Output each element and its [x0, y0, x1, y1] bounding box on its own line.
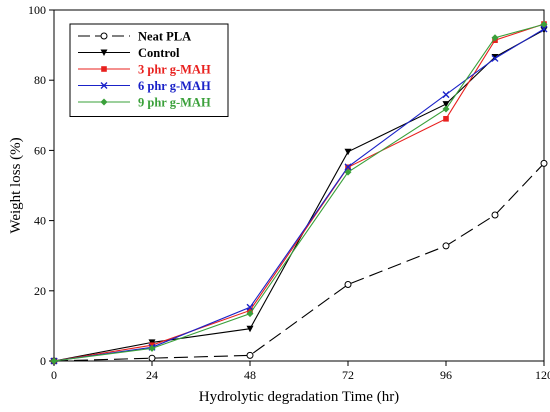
- data-point: [442, 105, 450, 113]
- legend-label: 3 phr g-MAH: [138, 63, 211, 77]
- legend-item: 3 phr g-MAH: [78, 63, 211, 77]
- x-tick-label: 48: [244, 368, 256, 382]
- data-point: [540, 159, 548, 167]
- y-tick-label: 20: [34, 284, 46, 298]
- data-point: [101, 66, 107, 72]
- y-axis-title: Weight loss (%): [8, 137, 24, 233]
- plot-frame: [53, 9, 545, 362]
- data-point: [540, 25, 548, 33]
- y-tick-label: 0: [40, 354, 46, 368]
- legend-box: [69, 23, 229, 117]
- data-point: [246, 351, 254, 359]
- data-point: [246, 310, 254, 318]
- y-tick-label: 80: [34, 73, 46, 87]
- data-point: [100, 32, 108, 40]
- data-point: [442, 91, 450, 99]
- data-point: [344, 148, 352, 156]
- legend-item: 6 phr g-MAH: [78, 79, 211, 93]
- x-axis-title: Hydrolytic degradation Time (hr): [199, 389, 399, 405]
- x-tick-label: 120: [535, 368, 550, 382]
- data-point: [100, 82, 108, 89]
- legend-label: Control: [138, 46, 180, 60]
- x-tick-label: 24: [146, 368, 158, 382]
- data-point: [344, 163, 352, 171]
- data-point: [246, 303, 254, 311]
- plot-area: 0 24 48 72 96 120 0 20 40 60 80 100 Neat PLA Control 3…: [28, 3, 550, 382]
- legend-item: Control: [78, 46, 180, 60]
- data-point: [540, 20, 548, 28]
- data-point: [344, 280, 352, 288]
- y-tick-label: 40: [34, 214, 46, 228]
- data-point: [148, 354, 156, 362]
- data-point: [100, 49, 108, 56]
- data-point: [148, 344, 156, 352]
- data-point: [442, 101, 450, 108]
- series-0: [50, 159, 548, 365]
- data-point: [491, 54, 499, 61]
- series-4: [50, 20, 548, 365]
- legend: Neat PLA Control 3 phr g-MAH 6 phr g-MAH 9 p…: [69, 23, 229, 117]
- x-tick-label: 0: [51, 368, 57, 382]
- series-line: [53, 163, 545, 362]
- legend-label: 9 phr g-MAH: [138, 96, 211, 110]
- data-point: [491, 34, 499, 42]
- data-point: [246, 325, 254, 333]
- data-point: [491, 54, 499, 62]
- data-point: [100, 98, 108, 106]
- x-tick-label: 72: [342, 368, 354, 382]
- data-point: [443, 116, 449, 122]
- data-point: [540, 27, 548, 34]
- data-point: [50, 357, 58, 365]
- legend-label: 6 phr g-MAH: [138, 79, 211, 93]
- y-tick-label: 60: [34, 143, 46, 157]
- x-tick-label: 96: [440, 368, 452, 382]
- legend-label: Neat PLA: [138, 30, 191, 44]
- data-point: [442, 242, 450, 250]
- data-point: [491, 211, 499, 219]
- legend-item: 9 phr g-MAH: [78, 96, 211, 110]
- data-point: [344, 168, 352, 176]
- y-tick-label: 100: [28, 3, 46, 17]
- legend-item: Neat PLA: [78, 30, 191, 44]
